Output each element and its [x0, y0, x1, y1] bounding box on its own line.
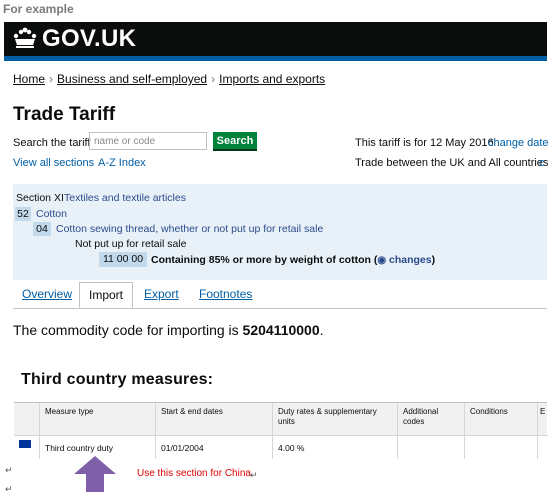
table-cell-e [538, 435, 548, 459]
eu-flag-icon [19, 440, 31, 448]
table-header: Start & end dates [156, 403, 273, 435]
breadcrumb-business[interactable]: Business and self-employed [57, 72, 208, 86]
caption-text: For example [3, 2, 74, 16]
tab-import[interactable]: Import [79, 282, 133, 308]
changes-link[interactable]: changes [389, 254, 432, 266]
commodity-code: 5204110000 [242, 322, 320, 338]
paragraph-mark: ↵ [250, 470, 258, 480]
change-date-link[interactable]: change date [488, 137, 549, 149]
govuk-logo[interactable]: GOV.UK [42, 25, 137, 52]
trade-between-text: Trade between the UK and All countries [355, 157, 549, 169]
tab-export[interactable]: Export [144, 287, 179, 301]
annotation-note: Use this section for China [137, 468, 251, 479]
breadcrumb-imports[interactable]: Imports and exports [219, 72, 326, 86]
commodity-description: Containing 85% or more by weight of cott… [151, 254, 435, 266]
table-header-flag [14, 403, 40, 435]
heading-code-badge: 04 [33, 222, 51, 236]
heading-link[interactable]: Cotton sewing thread, whether or not put… [56, 223, 324, 235]
change-trade-link[interactable]: c [539, 157, 545, 169]
measures-heading: Third country measures: [21, 371, 214, 388]
section-label: Section XI [16, 192, 64, 204]
breadcrumb-home[interactable]: Home [13, 72, 46, 86]
tariff-date-text: This tariff is for 12 May 2016 [355, 137, 494, 149]
tab-bar: Overview Import Export Footnotes [13, 282, 547, 309]
commodity-code-badge: 11 00 00 [99, 252, 147, 267]
tab-overview[interactable]: Overview [22, 287, 73, 301]
table-header: Additional codes [398, 403, 465, 435]
section-link[interactable]: Textiles and textile articles [64, 192, 186, 204]
table-header: E [538, 403, 547, 435]
table-cell-additional [398, 435, 465, 459]
search-button[interactable]: Search [213, 132, 257, 151]
commodity-prefix: The commodity code for importing is [13, 322, 243, 338]
page-title: Trade Tariff [13, 104, 116, 125]
az-index-link[interactable]: A-Z Index [98, 157, 146, 169]
crown-icon [13, 27, 37, 48]
table-row-flag-cell [14, 435, 40, 459]
measures-table: Measure type Start & end dates Duty rate… [14, 402, 548, 459]
header-blue-stripe [4, 56, 547, 61]
table-header: Measure type [40, 403, 156, 435]
table-cell-conditions [465, 435, 538, 459]
commodity-code-statement: The commodity code for importing is 5204… [13, 322, 324, 338]
table-cell-measure-type: Third country duty [40, 435, 156, 459]
commodity-title: Containing 85% or more by weight of cott… [151, 254, 378, 266]
close-paren: ) [431, 254, 436, 266]
table-header: Conditions [465, 403, 538, 435]
tab-footnotes[interactable]: Footnotes [199, 287, 253, 301]
paragraph-mark: ↵ [5, 465, 13, 475]
search-label: Search the tariff [13, 137, 91, 149]
commodity-suffix: . [319, 322, 324, 338]
search-input[interactable]: name or code [89, 132, 207, 150]
govuk-header-bar [4, 22, 547, 56]
chevron-right-icon: › [211, 72, 216, 86]
table-header: Duty rates & supplementary units [273, 403, 398, 435]
subheading-text: Not put up for retail sale [75, 238, 187, 250]
table-cell-duty: 4.00 % [273, 435, 398, 459]
breadcrumb: Home › Business and self-employed › Imports … [13, 72, 325, 86]
chevron-right-icon: › [49, 72, 54, 86]
view-all-sections-link[interactable]: View all sections [13, 157, 95, 169]
table-cell-dates: 01/01/2004 [156, 435, 273, 459]
chapter-link[interactable]: Cotton [36, 208, 67, 220]
arrow-up-icon [74, 456, 116, 492]
chapter-code-badge: 52 [15, 207, 31, 221]
paragraph-mark: ↵ [5, 484, 13, 494]
rss-icon[interactable]: ◉ [377, 255, 387, 266]
